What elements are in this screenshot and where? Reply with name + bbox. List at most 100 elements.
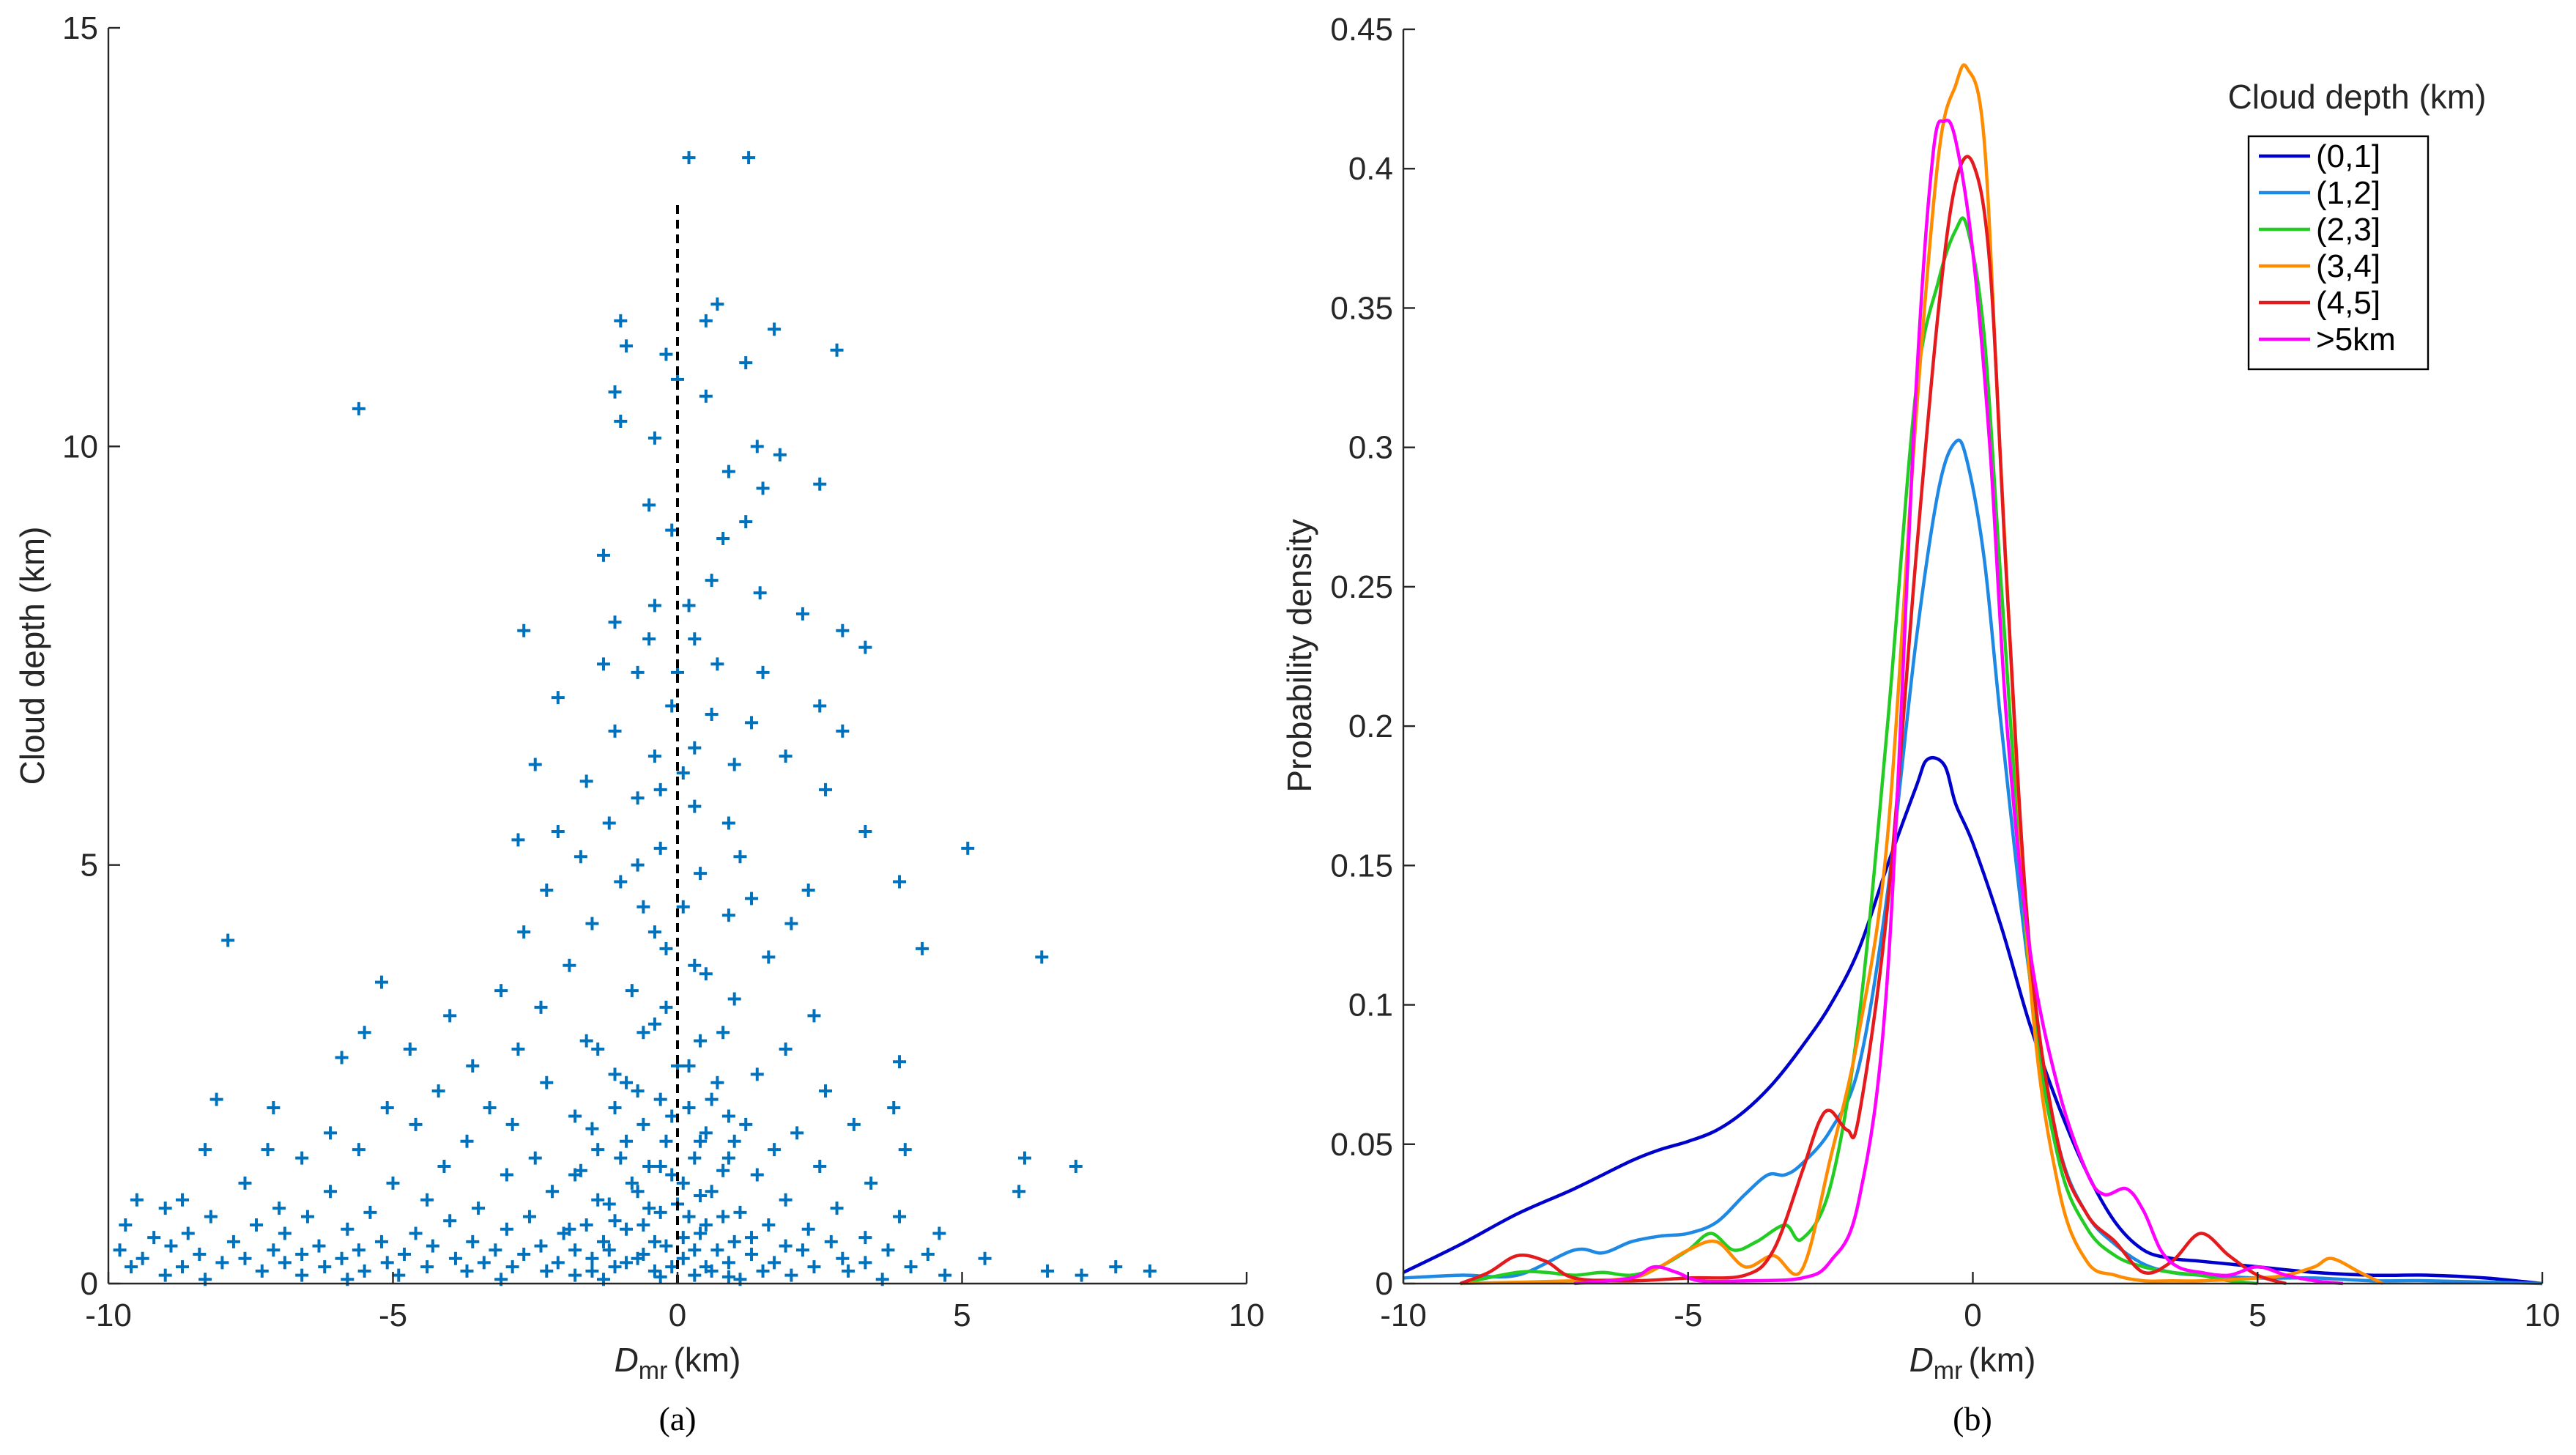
scatter-point bbox=[768, 1143, 782, 1157]
x-axis-title: Dmr (km) bbox=[1909, 1341, 2036, 1385]
scatter-point bbox=[591, 1143, 605, 1157]
scatter-point bbox=[540, 883, 554, 897]
scatter-point bbox=[753, 586, 767, 600]
scatter-point bbox=[750, 1168, 764, 1182]
scatter-point bbox=[551, 824, 565, 838]
scatter-point bbox=[739, 356, 753, 370]
scatter-point bbox=[1041, 1264, 1055, 1278]
scatter-point bbox=[921, 1248, 935, 1262]
scatter-point bbox=[585, 1264, 599, 1278]
scatter-point bbox=[472, 1202, 486, 1215]
scatter-point bbox=[1035, 950, 1049, 964]
panel-a-caption: (a) bbox=[658, 1400, 696, 1437]
scatter-point bbox=[750, 1067, 764, 1081]
scatter-point bbox=[750, 440, 764, 453]
y-tick-label: 0.2 bbox=[1348, 708, 1393, 744]
scatter-point bbox=[858, 640, 872, 654]
scatter-point bbox=[688, 1243, 702, 1257]
scatter-point bbox=[278, 1256, 292, 1270]
scatter-point bbox=[682, 599, 696, 612]
scatter-point bbox=[272, 1202, 286, 1215]
scatter-point bbox=[721, 908, 735, 922]
scatter-point bbox=[568, 1243, 582, 1257]
scatter-point bbox=[374, 1234, 388, 1248]
scatter-point bbox=[642, 1160, 656, 1174]
scatter-point bbox=[448, 1251, 462, 1265]
scatter-point bbox=[688, 1151, 702, 1165]
scatter-point bbox=[517, 623, 531, 637]
density-plot-area bbox=[1403, 63, 2543, 1286]
scatter-point bbox=[721, 1270, 735, 1284]
scatter-point bbox=[420, 1193, 434, 1207]
scatter-point bbox=[209, 1092, 223, 1106]
scatter-point bbox=[721, 1109, 735, 1123]
density-line-4 bbox=[1459, 155, 2287, 1286]
legend-label: (0,1] bbox=[2316, 138, 2380, 174]
scatter-point bbox=[295, 1248, 309, 1262]
scatter-point bbox=[961, 841, 975, 855]
scatter-point bbox=[443, 1009, 457, 1023]
scatter-point bbox=[602, 1243, 616, 1257]
scatter-point bbox=[893, 1055, 907, 1069]
scatter-point bbox=[608, 1214, 622, 1228]
scatter-point bbox=[636, 900, 650, 914]
scatter-point bbox=[267, 1243, 281, 1257]
scatter-point bbox=[250, 1218, 264, 1232]
scatter-point bbox=[807, 1260, 821, 1274]
scatter-point bbox=[540, 1264, 554, 1278]
scatter-point bbox=[466, 1234, 480, 1248]
scatter-point bbox=[779, 1043, 793, 1056]
scatter-point bbox=[357, 1264, 371, 1278]
y-tick-label: 0.05 bbox=[1330, 1127, 1393, 1163]
scatter-point bbox=[893, 1210, 907, 1223]
scatter-point bbox=[357, 1026, 371, 1040]
scatter-point bbox=[887, 1101, 901, 1115]
scatter-point bbox=[642, 632, 656, 646]
scatter-point bbox=[745, 1231, 759, 1245]
scatter-point bbox=[682, 1210, 696, 1223]
y-axis-title: Cloud depth (km) bbox=[13, 527, 51, 785]
scatter-point bbox=[511, 833, 525, 847]
scatter-point bbox=[198, 1143, 212, 1157]
y-axis-title: Probability density bbox=[1280, 519, 1318, 792]
scatter-point bbox=[659, 1000, 673, 1014]
scatter-point bbox=[164, 1239, 178, 1253]
scatter-point bbox=[745, 1248, 759, 1262]
y-tick-label: 0 bbox=[81, 1266, 98, 1302]
scatter-point bbox=[699, 314, 713, 327]
scatter-point bbox=[716, 1210, 730, 1223]
scatter-point bbox=[614, 415, 628, 429]
scatter-point bbox=[511, 1043, 525, 1056]
scatter-point bbox=[596, 1234, 610, 1248]
scatter-point bbox=[779, 749, 793, 763]
scatter-point bbox=[158, 1202, 172, 1215]
scatter-point bbox=[647, 925, 661, 939]
scatter-point bbox=[568, 1109, 582, 1123]
scatter-point bbox=[608, 724, 622, 738]
scatter-point bbox=[819, 1084, 833, 1098]
y-tick-label: 0.3 bbox=[1348, 430, 1393, 466]
scatter-point bbox=[238, 1251, 252, 1265]
scatter-point bbox=[181, 1226, 195, 1240]
scatter-point bbox=[620, 1222, 634, 1236]
scatter-point bbox=[745, 892, 759, 906]
scatter-point bbox=[119, 1218, 133, 1232]
scatter-point bbox=[574, 850, 587, 864]
scatter-point bbox=[602, 816, 616, 830]
scatter-point bbox=[705, 574, 719, 588]
scatter-point bbox=[705, 1092, 719, 1106]
legend-box bbox=[2247, 135, 2430, 371]
legend-items: (0,1](1,2](2,3](3,4](4,5]>5km bbox=[2259, 138, 2396, 358]
scatter-point bbox=[596, 657, 610, 671]
scatter-point bbox=[801, 1222, 815, 1236]
scatter-point bbox=[705, 707, 719, 721]
y-tick-label: 0.35 bbox=[1330, 290, 1393, 326]
y-tick-label: 0.15 bbox=[1330, 848, 1393, 884]
scatter-point bbox=[779, 1193, 793, 1207]
scatter-point bbox=[631, 665, 645, 679]
scatter-point bbox=[807, 1009, 821, 1023]
scatter-point bbox=[676, 900, 690, 914]
scatter-point bbox=[608, 1101, 622, 1115]
scatter-point bbox=[255, 1264, 269, 1278]
